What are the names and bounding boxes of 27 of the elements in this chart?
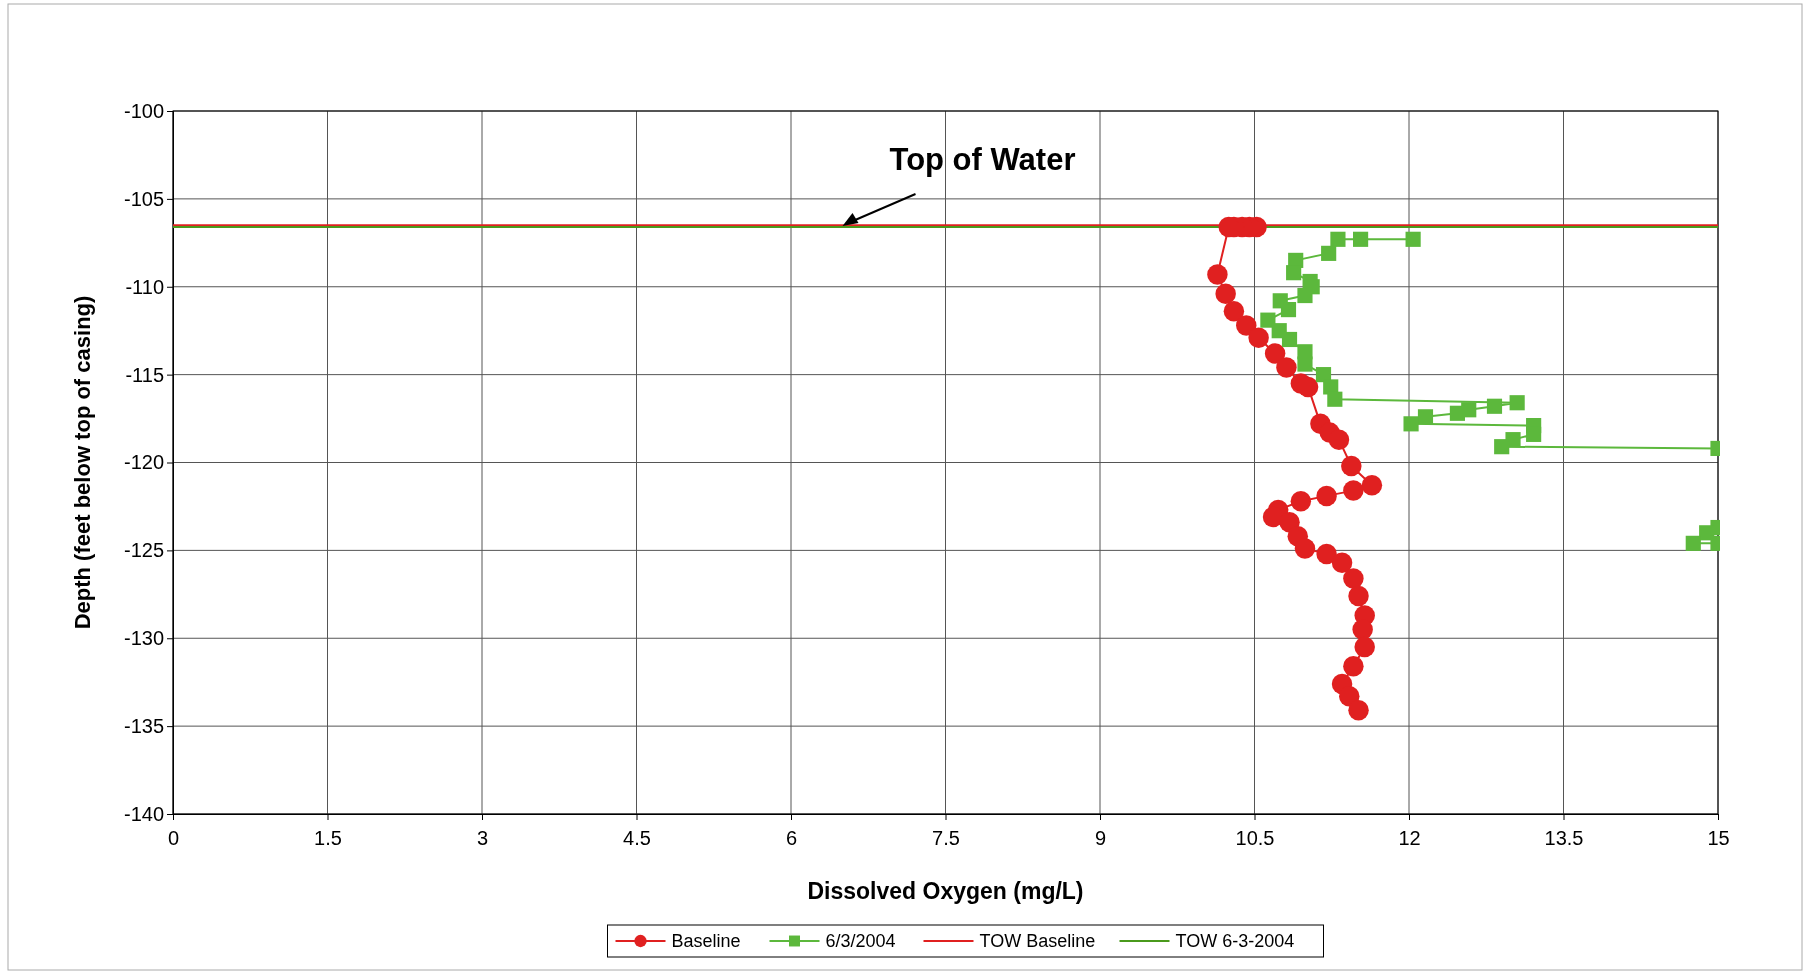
x-tick-label: 6 [785, 827, 798, 849]
annotation: Top of Water [889, 141, 1076, 177]
y-tick-label: -110 [125, 275, 164, 298]
x-tick-label: 9 [1094, 827, 1107, 849]
legend-label: TOW Baseline [979, 931, 1096, 951]
y-tick-label: -125 [123, 539, 164, 562]
x-tick-label: 3 [476, 827, 489, 849]
x-tick-label: 1.5 [314, 827, 342, 849]
x-tick-label: 4.5 [623, 827, 651, 849]
x-tick-label: 10.5 [1235, 827, 1275, 849]
y-tick-label: -120 [123, 451, 164, 474]
x-tick-label: 13.5 [1544, 827, 1584, 849]
y-axis-title: Depth (feet below top of casing) [70, 295, 95, 630]
y-tick-label: -130 [123, 627, 164, 650]
x-tick-label: 12 [1398, 827, 1421, 849]
y-tick-label: -115 [125, 363, 164, 386]
y-tick-label: -135 [123, 715, 164, 738]
legend-label: Baseline [671, 931, 741, 951]
legend-label: 6/3/2004 [825, 931, 896, 951]
x-tick-label: 7.5 [932, 827, 960, 849]
x-tick-label: 0 [167, 827, 180, 849]
y-tick-label: -105 [123, 187, 164, 210]
x-axis-title: Dissolved Oxygen (mg/L) [807, 878, 1084, 904]
legend-label: TOW 6-3-2004 [1175, 931, 1295, 951]
x-tick-label: 15 [1707, 827, 1730, 849]
y-tick-label: -100 [123, 99, 164, 122]
y-tick-label: -140 [123, 802, 164, 825]
